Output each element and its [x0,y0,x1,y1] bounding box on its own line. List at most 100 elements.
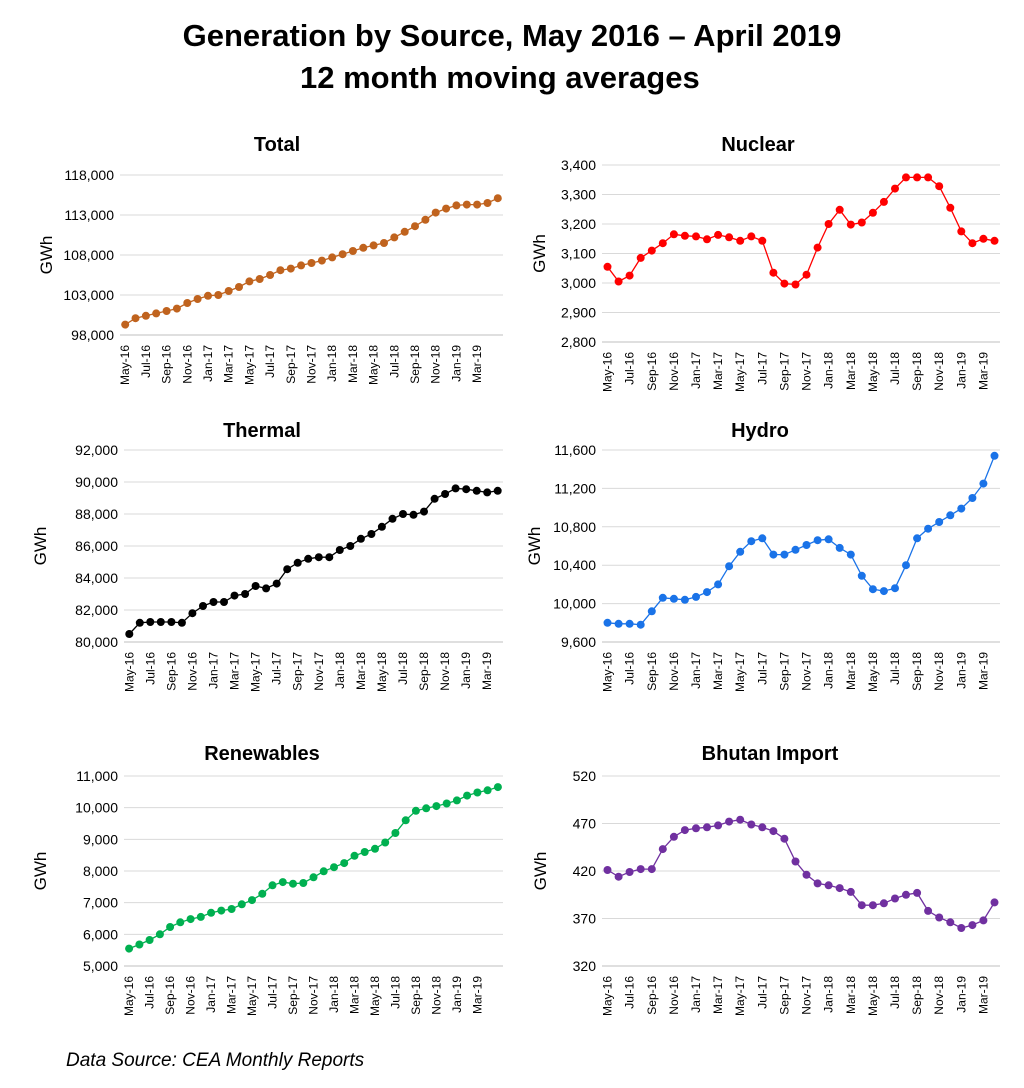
y-tick-label: 84,000 [75,570,118,586]
data-point [360,848,369,856]
x-tick-label: Sep-18 [910,352,924,391]
data-point [207,908,216,917]
data-point [258,889,267,898]
x-tick-label: Jul-17 [755,352,769,385]
x-tick-label: Sep-17 [777,976,791,1015]
data-point [913,534,922,543]
data-point [747,232,756,241]
x-tick-label: Sep-17 [291,652,305,691]
data-point [835,884,844,893]
x-tick-label: Sep-17 [286,976,300,1015]
chart-renewables: Renewables GWh 5,000 6,000 7,000 8,000 9,000 10… [31,743,503,1016]
x-tick-label: Sep-16 [645,352,659,391]
x-tick-label: Jul-17 [755,976,769,1009]
data-point [913,888,922,897]
x-tick-label: Jul-18 [888,976,902,1009]
x-tick-label: Jan-18 [822,652,836,689]
data-point [824,220,833,228]
chart-title: Nuclear [721,134,795,156]
data-point [902,173,910,182]
data-point [145,936,154,944]
data-point [186,915,195,924]
data-point [692,824,700,833]
data-point [183,299,192,307]
data-point [276,266,285,275]
data-point [680,231,689,240]
data-point [990,236,999,245]
data-point [813,879,822,888]
data-point [603,618,612,627]
x-tick-label: Jan-19 [954,352,968,389]
x-tick-label: Mar-19 [480,652,494,690]
data-point [125,944,134,953]
data-point [647,865,656,874]
data-point [472,486,481,495]
data-point [462,200,471,209]
x-tick-label: Nov-18 [429,976,443,1015]
data-point [791,857,800,866]
data-point [348,247,357,255]
y-tick-label: 3,000 [561,275,596,291]
y-tick-label: 9,000 [83,831,118,847]
data-point [328,253,337,262]
x-tick-label: Jul-16 [139,345,153,378]
data-point [172,304,181,313]
x-tick-label: Jul-16 [623,352,637,385]
y-tick-label: 11,600 [554,442,596,458]
chart-title: Bhutan Import [702,743,839,765]
x-tick-label: May-18 [368,976,382,1016]
data-point [390,233,399,242]
x-tick-label: May-18 [866,352,880,392]
data-point [493,194,502,203]
data-point [230,591,239,600]
data-point [824,535,833,544]
data-point [245,277,254,286]
data-point [196,912,205,921]
x-tick-label: Nov-18 [932,652,946,691]
data-point [125,630,134,638]
data-point [714,230,723,239]
y-tick-label: 82,000 [75,602,118,618]
data-point [935,182,944,191]
x-tick-label: Mar-18 [844,352,858,390]
data-point [442,204,451,213]
x-tick-label: May-17 [733,352,747,392]
data-point [220,598,228,606]
data-point [669,832,678,841]
y-tick-label: 90,000 [75,474,118,490]
data-point [131,314,140,323]
data-point [758,823,767,832]
chart-title: Total [254,134,300,156]
data-point [452,201,461,210]
data-point [802,270,811,279]
data-point [452,796,461,805]
data-point [307,259,316,267]
data-point [317,256,326,265]
data-point [309,873,318,882]
x-tick-label: Nov-18 [429,345,443,384]
chart-total: Total GWh 98,000 103,000 108,000 113,000 118,0… [37,134,503,385]
x-tick-label: Nov-17 [305,345,319,384]
y-tick-label: 370 [573,911,597,927]
x-tick-label: Sep-16 [164,652,178,691]
data-point [913,173,922,182]
data-point [802,870,811,879]
data-point [266,271,275,279]
x-tick-label: May-16 [601,976,615,1016]
x-tick-label: Jul-18 [387,345,401,378]
data-point [957,924,966,932]
data-point [319,867,328,876]
data-point [891,584,899,593]
y-tick-label: 9,600 [561,634,596,650]
y-tick-label: 98,000 [71,327,114,343]
data-point [422,804,431,813]
x-tick-label: May-18 [866,976,880,1016]
y-tick-label: 108,000 [63,247,114,263]
x-tick-label: Mar-17 [711,352,725,390]
data-point [636,865,645,874]
x-tick-label: Mar-17 [225,976,239,1014]
data-point [625,619,634,628]
page-title-line-2: 12 month moving averages [300,60,700,95]
y-axis-label: GWh [531,852,550,891]
data-point [658,845,667,854]
